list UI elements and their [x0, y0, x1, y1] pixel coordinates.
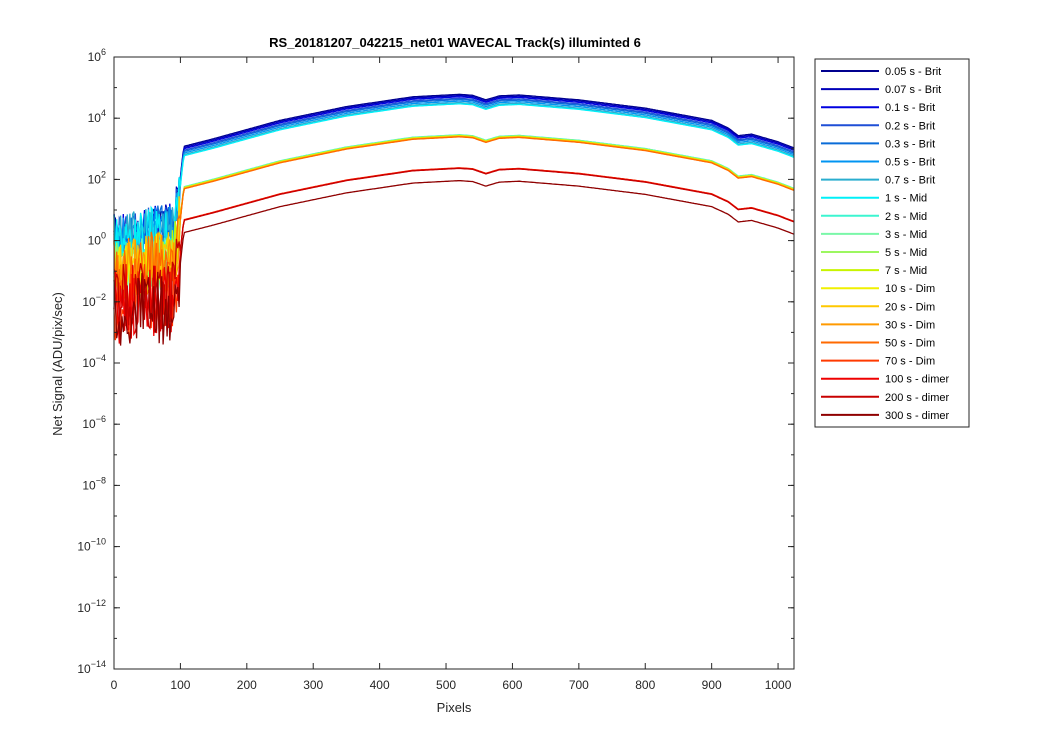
legend-entry: 20 s - Dim — [885, 301, 935, 313]
y-axis-label: Net Signal (ADU/pix/sec) — [50, 292, 65, 436]
legend-entry: 0.3 s - Brit — [885, 138, 935, 150]
legend: 0.05 s - Brit 0.07 s - Brit 0.1 s - Brit 0.… — [814, 58, 970, 428]
series-line — [113, 135, 795, 301]
legend-entry: 300 s - dimer — [885, 410, 950, 422]
x-tick-label: 0 — [111, 678, 118, 692]
x-tick-label: 600 — [502, 678, 522, 692]
axes: 0 100 200 300 400 500 600 700 800 900 1000 10−14 10−… — [77, 47, 795, 692]
legend-entry: 3 s - Mid — [885, 229, 927, 241]
y-tick-label: 104 — [88, 108, 106, 125]
legend-entry: 0.05 s - Brit — [885, 66, 941, 78]
series-line — [113, 135, 795, 299]
legend-entry: 0.7 s - Brit — [885, 175, 935, 187]
series-line — [113, 96, 795, 253]
series-line — [113, 179, 795, 346]
x-tick-label: 900 — [702, 678, 722, 692]
legend-entry: 7 s - Mid — [885, 265, 927, 277]
series-line — [113, 97, 795, 255]
series-line — [113, 98, 795, 255]
legend-entry: 0.5 s - Brit — [885, 157, 935, 169]
legend-entry: 0.1 s - Brit — [885, 102, 935, 114]
series-line — [113, 167, 795, 341]
x-tick-label: 500 — [436, 678, 456, 692]
x-tick-label: 200 — [237, 678, 257, 692]
series-line — [113, 101, 795, 258]
chart-title: RS_20181207_042215_net01 WAVECAL Track(s… — [269, 35, 641, 50]
legend-entry: 30 s - Dim — [885, 319, 935, 331]
x-tick-label: 400 — [370, 678, 390, 692]
legend-entry: 10 s - Dim — [885, 283, 935, 295]
y-tick-label: 10−8 — [82, 475, 106, 492]
y-tick-label: 10−12 — [77, 598, 106, 615]
y-tick-label: 10−10 — [77, 537, 106, 554]
y-tick-label: 10−4 — [82, 353, 106, 370]
series-line — [113, 167, 795, 330]
series-line — [113, 100, 795, 260]
series-line — [113, 134, 795, 301]
y-tick-label: 102 — [88, 169, 106, 186]
y-tick-label: 100 — [88, 231, 106, 248]
y-tick-label: 10−2 — [82, 292, 106, 309]
series-line — [113, 94, 795, 251]
y-tick-label: 106 — [88, 47, 106, 64]
x-tick-label: 300 — [303, 678, 323, 692]
series-line — [113, 103, 795, 265]
legend-entry: 70 s - Dim — [885, 356, 935, 368]
plot-frame — [113, 56, 795, 670]
x-tick-label: 700 — [569, 678, 589, 692]
x-tick-label: 1000 — [765, 678, 792, 692]
series-line — [113, 136, 795, 308]
legend-entry: 100 s - dimer — [885, 374, 950, 386]
legend-entry: 200 s - dimer — [885, 392, 950, 404]
legend-entry: 0.2 s - Brit — [885, 120, 935, 132]
legend-entry: 0.07 s - Brit — [885, 84, 941, 96]
legend-entry: 50 s - Dim — [885, 338, 935, 350]
series-line — [113, 167, 795, 344]
legend-entry: 5 s - Mid — [885, 247, 927, 259]
y-tick-label: 10−6 — [82, 414, 106, 431]
x-tick-label: 800 — [635, 678, 655, 692]
legend-entry: 1 s - Mid — [885, 193, 927, 205]
series-line — [113, 135, 795, 303]
legend-entry: 2 s - Mid — [885, 211, 927, 223]
series-line — [113, 93, 795, 248]
legend-box — [814, 58, 970, 428]
x-axis-label: Pixels — [437, 700, 472, 715]
x-tick-label: 100 — [170, 678, 190, 692]
y-tick-label: 10−14 — [77, 659, 106, 676]
plot-lines — [113, 93, 795, 346]
